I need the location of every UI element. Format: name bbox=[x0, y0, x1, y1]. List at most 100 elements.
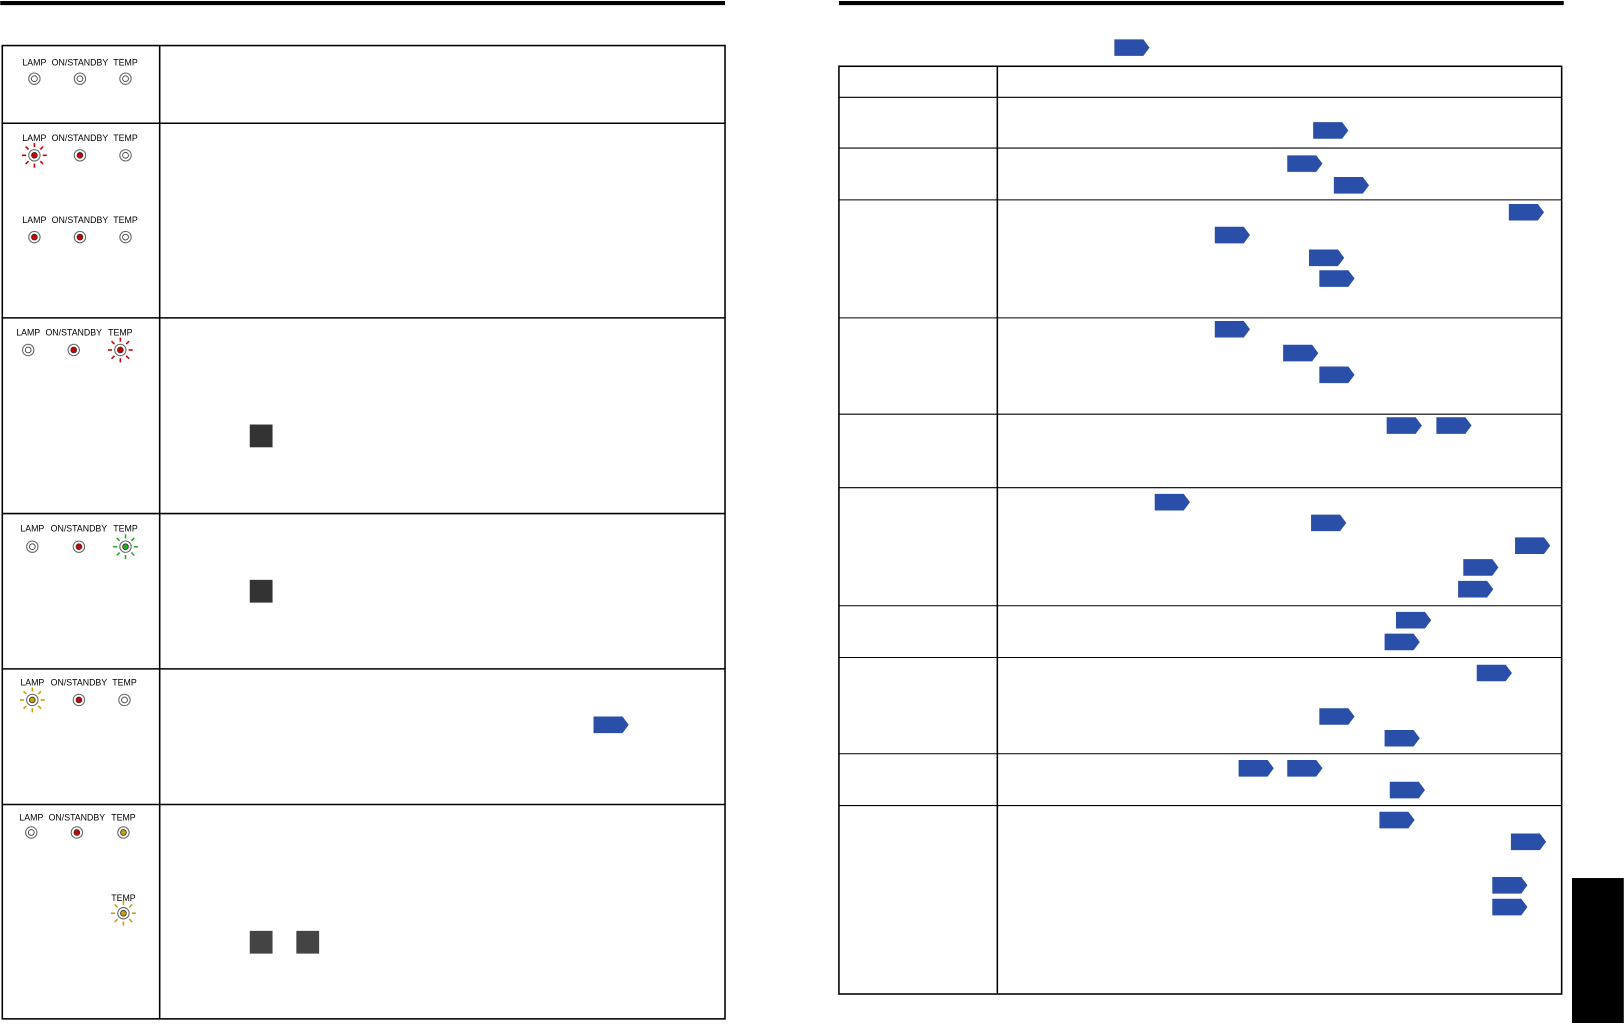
reference-tag bbox=[1508, 203, 1545, 221]
reference-tag bbox=[1319, 708, 1355, 725]
indicator-label: LAMP bbox=[22, 133, 46, 143]
indicator-label: ON/STANDBY bbox=[52, 133, 109, 143]
reference-tag bbox=[1463, 559, 1499, 576]
reference-tag bbox=[1458, 580, 1494, 598]
indicator-label: LAMP bbox=[20, 678, 44, 688]
blink-ray bbox=[130, 552, 135, 557]
indicator-led-core bbox=[122, 233, 129, 241]
reference-tag bbox=[1436, 417, 1472, 434]
reference-tag bbox=[1319, 366, 1355, 384]
blink-ray bbox=[25, 160, 30, 165]
reference-tag bbox=[1309, 249, 1345, 267]
reference-tag bbox=[1492, 898, 1528, 916]
indicator-led-core bbox=[76, 233, 84, 241]
reference-tag bbox=[1395, 611, 1432, 629]
reference-tag bbox=[1379, 811, 1415, 829]
indicator-led-core bbox=[31, 75, 38, 83]
blink-ray bbox=[125, 340, 130, 345]
blink-ray bbox=[111, 340, 116, 345]
reference-tag bbox=[1287, 155, 1323, 172]
indicator-label: LAMP bbox=[22, 57, 46, 67]
indicator-led-core bbox=[120, 909, 127, 917]
indicator-led-core bbox=[121, 696, 128, 704]
blink-ray bbox=[39, 145, 44, 151]
reference-tag bbox=[1476, 664, 1512, 682]
reference-tag bbox=[1214, 226, 1250, 244]
reference-tag bbox=[1154, 493, 1190, 511]
indicator-led-core bbox=[29, 696, 36, 704]
indicator-label: LAMP bbox=[20, 523, 44, 533]
indicator-led-core bbox=[75, 543, 83, 551]
reference-tag bbox=[1313, 122, 1349, 139]
reference-tag bbox=[1283, 344, 1319, 362]
indicator-label: TEMP bbox=[112, 678, 137, 688]
reference-tag bbox=[1287, 760, 1323, 777]
indicator-label: TEMP bbox=[113, 57, 138, 67]
indicator-led-core bbox=[117, 346, 124, 354]
indicator-led-core bbox=[27, 829, 35, 836]
indicator-led-core bbox=[75, 696, 83, 704]
indicator-label: LAMP bbox=[22, 215, 46, 225]
indicator-led-core bbox=[76, 75, 84, 83]
blink-ray bbox=[116, 552, 121, 557]
reference-tag bbox=[1311, 514, 1347, 532]
blink-ray bbox=[37, 705, 42, 710]
blink-ray bbox=[39, 160, 44, 165]
blink-ray bbox=[22, 705, 28, 710]
indicator-label: ON/STANDBY bbox=[52, 215, 109, 225]
indicator-label: ON/STANDBY bbox=[52, 57, 109, 67]
indicator-label: ON/STANDBY bbox=[45, 328, 102, 338]
indicator-label: LAMP bbox=[16, 328, 40, 338]
indicator-led-core bbox=[76, 152, 84, 159]
reference-tag bbox=[1238, 760, 1274, 777]
indicator-label: TEMP bbox=[113, 215, 138, 225]
blink-ray bbox=[114, 903, 119, 908]
reference-tag bbox=[1384, 633, 1420, 651]
indicator-label: TEMP bbox=[108, 328, 133, 338]
indicator-label: TEMP bbox=[113, 523, 138, 533]
blink-ray bbox=[128, 918, 133, 923]
indicator-led-core bbox=[31, 152, 38, 159]
indicator-label: TEMP bbox=[111, 893, 136, 903]
indicator-led-core bbox=[70, 346, 78, 354]
reference-tag bbox=[1384, 729, 1420, 747]
indicator-label: TEMP bbox=[111, 812, 136, 822]
reference-tag bbox=[1214, 320, 1250, 338]
indicator-label: TEMP bbox=[113, 133, 138, 143]
indicator-led-core bbox=[122, 152, 129, 159]
indicator-led-core bbox=[73, 829, 81, 836]
blink-ray bbox=[125, 355, 130, 360]
reference-tag bbox=[1492, 877, 1528, 894]
left-table bbox=[1, 44, 726, 1020]
indicator-led-core bbox=[31, 233, 38, 241]
blink-ray bbox=[130, 537, 135, 542]
reference-tag bbox=[1319, 270, 1355, 287]
indicator-led-core bbox=[29, 543, 36, 551]
blink-ray bbox=[37, 690, 42, 695]
side-tab bbox=[1572, 878, 1624, 1023]
indicator-led-core bbox=[122, 75, 129, 83]
indicator-label: LAMP bbox=[19, 812, 43, 822]
icon bbox=[249, 424, 320, 954]
reference-tag bbox=[1389, 781, 1425, 799]
reference-tag bbox=[1333, 177, 1370, 194]
blink-ray bbox=[25, 145, 30, 151]
reference-tag bbox=[1510, 833, 1547, 851]
indicator-label: ON/STANDBY bbox=[51, 678, 108, 688]
indicator-led-core bbox=[24, 346, 32, 354]
right-table bbox=[838, 65, 1563, 995]
indicator-led-core bbox=[120, 829, 127, 836]
reference-tag bbox=[593, 716, 629, 734]
reference-tag bbox=[1515, 537, 1551, 554]
blink-ray bbox=[116, 537, 121, 542]
blink-ray bbox=[114, 918, 119, 923]
indicator-label: ON/STANDBY bbox=[51, 523, 108, 533]
blink-ray bbox=[128, 903, 133, 908]
indicator-label: ON/STANDBY bbox=[49, 812, 106, 822]
reference-tag bbox=[1114, 39, 1150, 56]
indicator-led-core bbox=[122, 543, 129, 551]
blink-ray bbox=[22, 690, 28, 695]
blink-ray bbox=[111, 355, 116, 360]
